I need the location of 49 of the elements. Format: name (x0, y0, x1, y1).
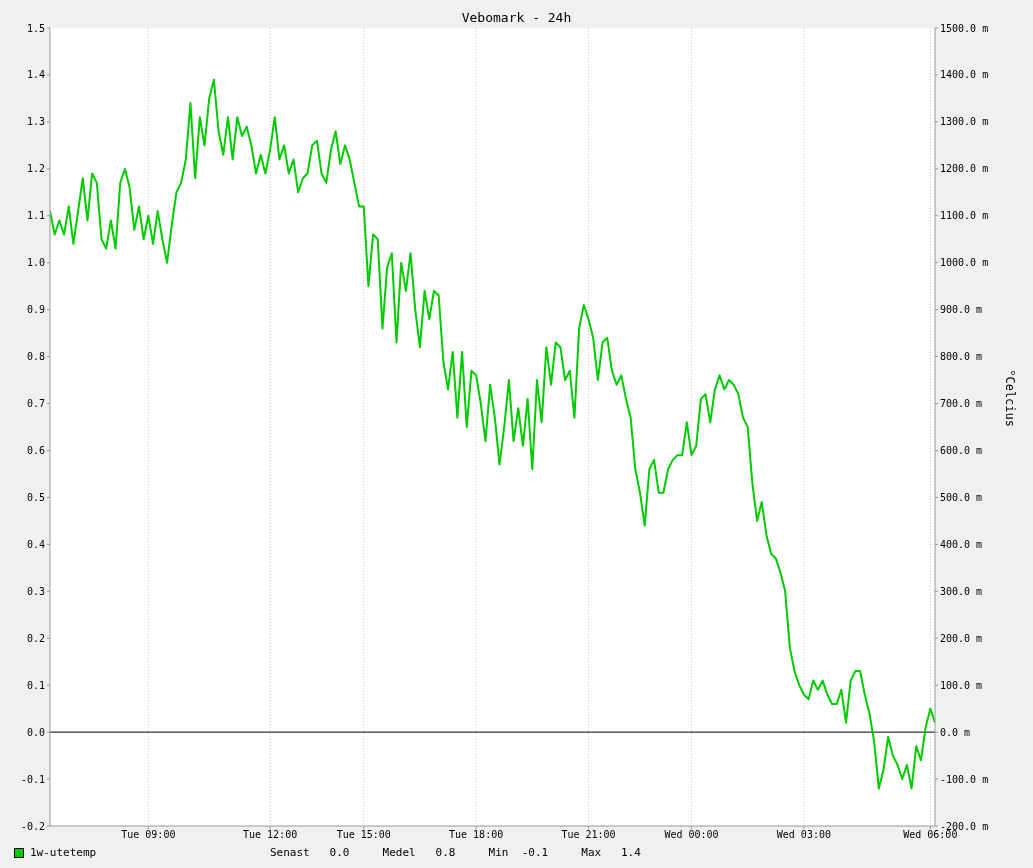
x-tick-label: Tue 09:00 (121, 829, 176, 841)
x-tick-label: Wed 03:00 (776, 829, 831, 841)
y2-axis-title: °Celcius (1002, 369, 1017, 427)
y2-tick-label: 900.0 m (940, 304, 983, 316)
x-tick-label: Tue 12:00 (242, 829, 298, 841)
y-tick-label: 1.5 (26, 22, 45, 34)
x-tick-label: Tue 21:00 (561, 829, 616, 841)
y-tick-label: 0.8 (26, 351, 45, 363)
y2-tick-label: 400.0 m (940, 538, 983, 550)
y2-tick-label: 1000.0 m (940, 257, 989, 269)
y2-tick-label: 200.0 m (940, 632, 983, 644)
x-tick-label: Wed 00:00 (664, 829, 719, 841)
x-tick-label: Tue 15:00 (336, 829, 391, 841)
y-tick-label: 0.4 (26, 538, 45, 550)
chart-title: Vebomark - 24h (461, 10, 572, 25)
legend-label: 1w-utetemp (30, 846, 97, 859)
text: Senast 0.0 Medel 0.8 Min -0.1 Max 1.4 (270, 846, 641, 859)
y-tick-label: 0.7 (26, 398, 45, 410)
y-tick-label: -0.1 (20, 773, 45, 785)
y-tick-label: -0.2 (20, 820, 45, 832)
y2-tick-label: 1100.0 m (940, 210, 989, 222)
y-tick-label: 0.1 (26, 679, 45, 691)
y2-tick-label: 0.0 m (940, 726, 971, 738)
y2-tick-label: 600.0 m (940, 445, 983, 457)
y-tick-label: 0.3 (26, 585, 45, 597)
y2-tick-label: 300.0 m (940, 585, 983, 597)
y-tick-label: 1.3 (26, 116, 45, 128)
y2-tick-label: 1300.0 m (940, 116, 989, 128)
line-series (50, 78, 935, 790)
y2-tick-label: 700.0 m (940, 398, 983, 410)
y2-tick-label: 500.0 m (940, 491, 983, 503)
x-tick-label: Wed 06:00 (903, 829, 958, 841)
y-tick-label: 1.2 (26, 163, 45, 175)
y2-tick-label: 1200.0 m (940, 163, 989, 175)
y2-tick-label: -100.0 m (940, 773, 989, 785)
y-tick-label: 0.9 (26, 304, 45, 316)
y2-tick-label: 100.0 m (940, 679, 983, 691)
y-tick-label: 1.1 (26, 210, 45, 222)
y-tick-label: 0.2 (26, 632, 45, 644)
x-tick-label: Tue 18:00 (449, 829, 504, 841)
y2-tick-label: 800.0 m (940, 351, 983, 363)
y-tick-label: 0.6 (26, 445, 45, 457)
y-tick-label: 1.4 (26, 69, 45, 81)
y2-tick-label: 1400.0 m (940, 69, 989, 81)
y2-tick-label: 1500.0 m (940, 22, 989, 34)
y-tick-label: 1.0 (26, 257, 45, 269)
y2-tick-label: -200.0 m (940, 820, 989, 832)
y-tick-label: 0.0 (26, 726, 45, 738)
y-tick-label: 0.5 (26, 491, 45, 503)
